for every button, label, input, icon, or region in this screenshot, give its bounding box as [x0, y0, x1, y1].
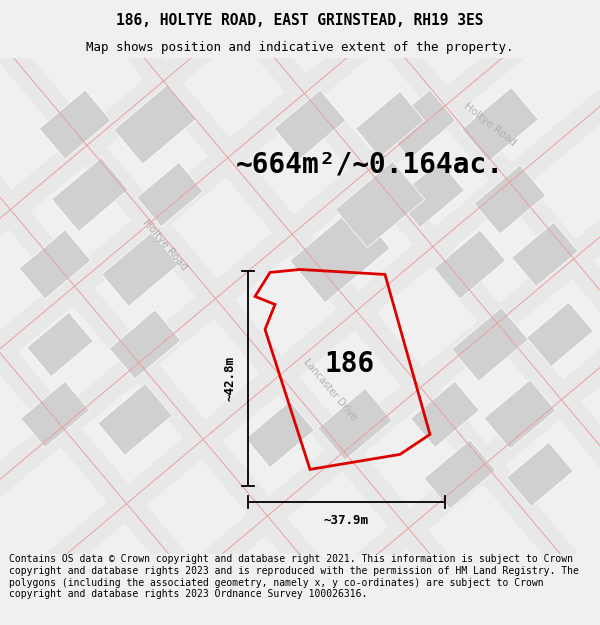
Text: ~664m²/~0.164ac.: ~664m²/~0.164ac. — [236, 151, 504, 179]
Polygon shape — [527, 302, 593, 367]
Polygon shape — [98, 383, 172, 456]
Text: Holtye Road: Holtye Road — [141, 217, 189, 272]
Polygon shape — [335, 161, 425, 248]
Polygon shape — [274, 90, 346, 159]
Polygon shape — [101, 232, 178, 306]
Polygon shape — [52, 158, 128, 231]
Polygon shape — [109, 310, 181, 379]
Text: ~42.8m: ~42.8m — [224, 356, 236, 401]
Polygon shape — [137, 162, 203, 227]
Polygon shape — [114, 85, 196, 164]
Polygon shape — [20, 381, 89, 448]
Polygon shape — [424, 440, 496, 509]
Polygon shape — [506, 442, 573, 507]
Polygon shape — [318, 388, 392, 461]
Polygon shape — [512, 222, 578, 287]
Polygon shape — [395, 161, 464, 228]
Text: Holtye Road: Holtye Road — [462, 101, 518, 148]
Polygon shape — [461, 88, 538, 161]
Polygon shape — [356, 91, 424, 158]
Polygon shape — [484, 380, 556, 449]
Polygon shape — [27, 312, 94, 377]
Polygon shape — [474, 165, 546, 234]
Text: 186, HOLTYE ROAD, EAST GRINSTEAD, RH19 3ES: 186, HOLTYE ROAD, EAST GRINSTEAD, RH19 3… — [116, 12, 484, 28]
Text: Contains OS data © Crown copyright and database right 2021. This information is : Contains OS data © Crown copyright and d… — [9, 554, 579, 599]
Text: Lancaster Drive: Lancaster Drive — [301, 357, 359, 422]
Polygon shape — [19, 230, 91, 299]
Polygon shape — [452, 308, 529, 381]
Polygon shape — [434, 230, 506, 299]
Polygon shape — [384, 90, 456, 159]
Polygon shape — [290, 206, 390, 303]
Polygon shape — [410, 381, 479, 448]
Text: Map shows position and indicative extent of the property.: Map shows position and indicative extent… — [86, 41, 514, 54]
Text: 186: 186 — [325, 351, 375, 378]
Text: ~37.9m: ~37.9m — [324, 514, 369, 527]
Polygon shape — [245, 401, 314, 468]
Polygon shape — [39, 90, 111, 159]
